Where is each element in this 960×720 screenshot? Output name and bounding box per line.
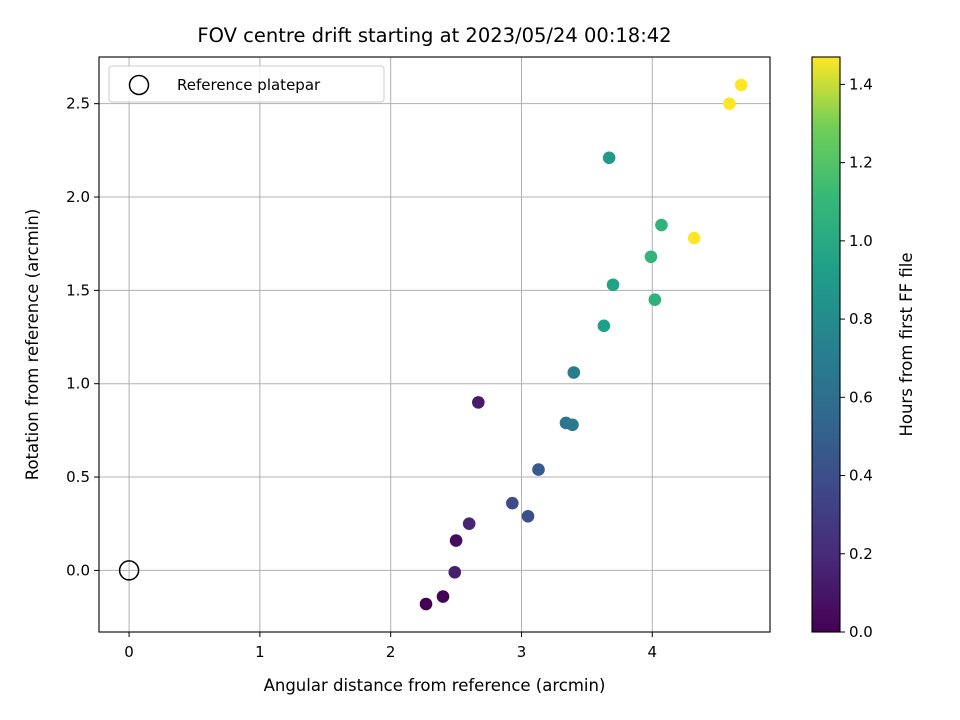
scatter-point <box>506 496 519 510</box>
colorbar: 0.0 0.2 0.4 0.6 0.8 1.0 1.2 1.4 Hours from firs… <box>811 56 916 641</box>
y-tick-label: 2.5 <box>66 95 90 113</box>
reference-platepar-marker <box>118 560 140 581</box>
scatter-point <box>597 319 611 333</box>
legend-box <box>108 65 385 103</box>
scatter-point <box>655 218 668 232</box>
scatter-point <box>462 517 476 531</box>
colorbar-tick-label: 0.0 <box>849 623 873 641</box>
scatter-point <box>449 534 463 547</box>
colorbar-tick-label: 1.0 <box>849 232 873 250</box>
y-tick-label: 1.5 <box>66 281 90 299</box>
colorbar-label: Hours from first FF file <box>897 252 916 436</box>
scatter-point <box>566 418 579 432</box>
x-tick-label: 1 <box>255 643 265 661</box>
scatter-point <box>723 97 736 110</box>
colorbar-tick-label: 0.8 <box>849 310 873 328</box>
scatter-point <box>734 78 748 92</box>
colorbar-tick-label: 1.4 <box>849 75 873 93</box>
scatter-point <box>644 250 658 264</box>
scatter-point <box>448 565 462 579</box>
scatter-point <box>472 396 485 409</box>
colorbar-tick-label: 0.6 <box>849 388 873 406</box>
scatter-point <box>602 151 616 165</box>
y-tick-label: 0.0 <box>66 561 90 579</box>
x-tick-label: 3 <box>517 643 527 661</box>
colorbar-ticks: 0.0 0.2 0.4 0.6 0.8 1.0 1.2 1.4 <box>840 75 873 641</box>
scatter-point <box>532 463 545 476</box>
x-axis-ticks: 0 1 2 3 4 <box>124 632 657 661</box>
x-tick-label: 4 <box>648 643 658 661</box>
scatter-point <box>606 278 620 292</box>
scatter-point <box>521 509 535 523</box>
y-axis-ticks: 0.0 0.5 1.0 1.5 2.0 2.5 <box>66 95 99 579</box>
scatter-point <box>687 231 701 245</box>
x-tick-label: 0 <box>124 643 134 661</box>
y-tick-label: 0.5 <box>66 468 90 486</box>
legend-marker-icon <box>128 74 150 96</box>
colorbar-tick-label: 0.4 <box>849 467 873 485</box>
colorbar-tick-label: 1.2 <box>849 154 873 172</box>
legend: Reference platepar <box>108 65 385 103</box>
y-axis-label: Rotation from reference (arcmin) <box>23 209 42 481</box>
scatter-point <box>648 293 662 306</box>
grid-lines <box>99 57 770 632</box>
colorbar-frame <box>811 56 841 633</box>
chart-title: FOV centre drift starting at 2023/05/24 … <box>197 24 671 47</box>
x-axis-label: Angular distance from reference (arcmin) <box>264 676 606 695</box>
y-tick-label: 1.0 <box>66 375 90 393</box>
scatter-point <box>567 366 581 379</box>
data-points <box>419 78 748 611</box>
colorbar-tick-label: 0.2 <box>849 545 873 563</box>
scatter-point <box>419 597 433 611</box>
legend-label: Reference platepar <box>177 76 321 94</box>
scatter-point <box>436 590 450 603</box>
y-tick-label: 2.0 <box>66 188 90 206</box>
x-tick-label: 2 <box>386 643 396 661</box>
plot-frame <box>98 56 771 633</box>
colorbar-gradient <box>812 57 840 632</box>
